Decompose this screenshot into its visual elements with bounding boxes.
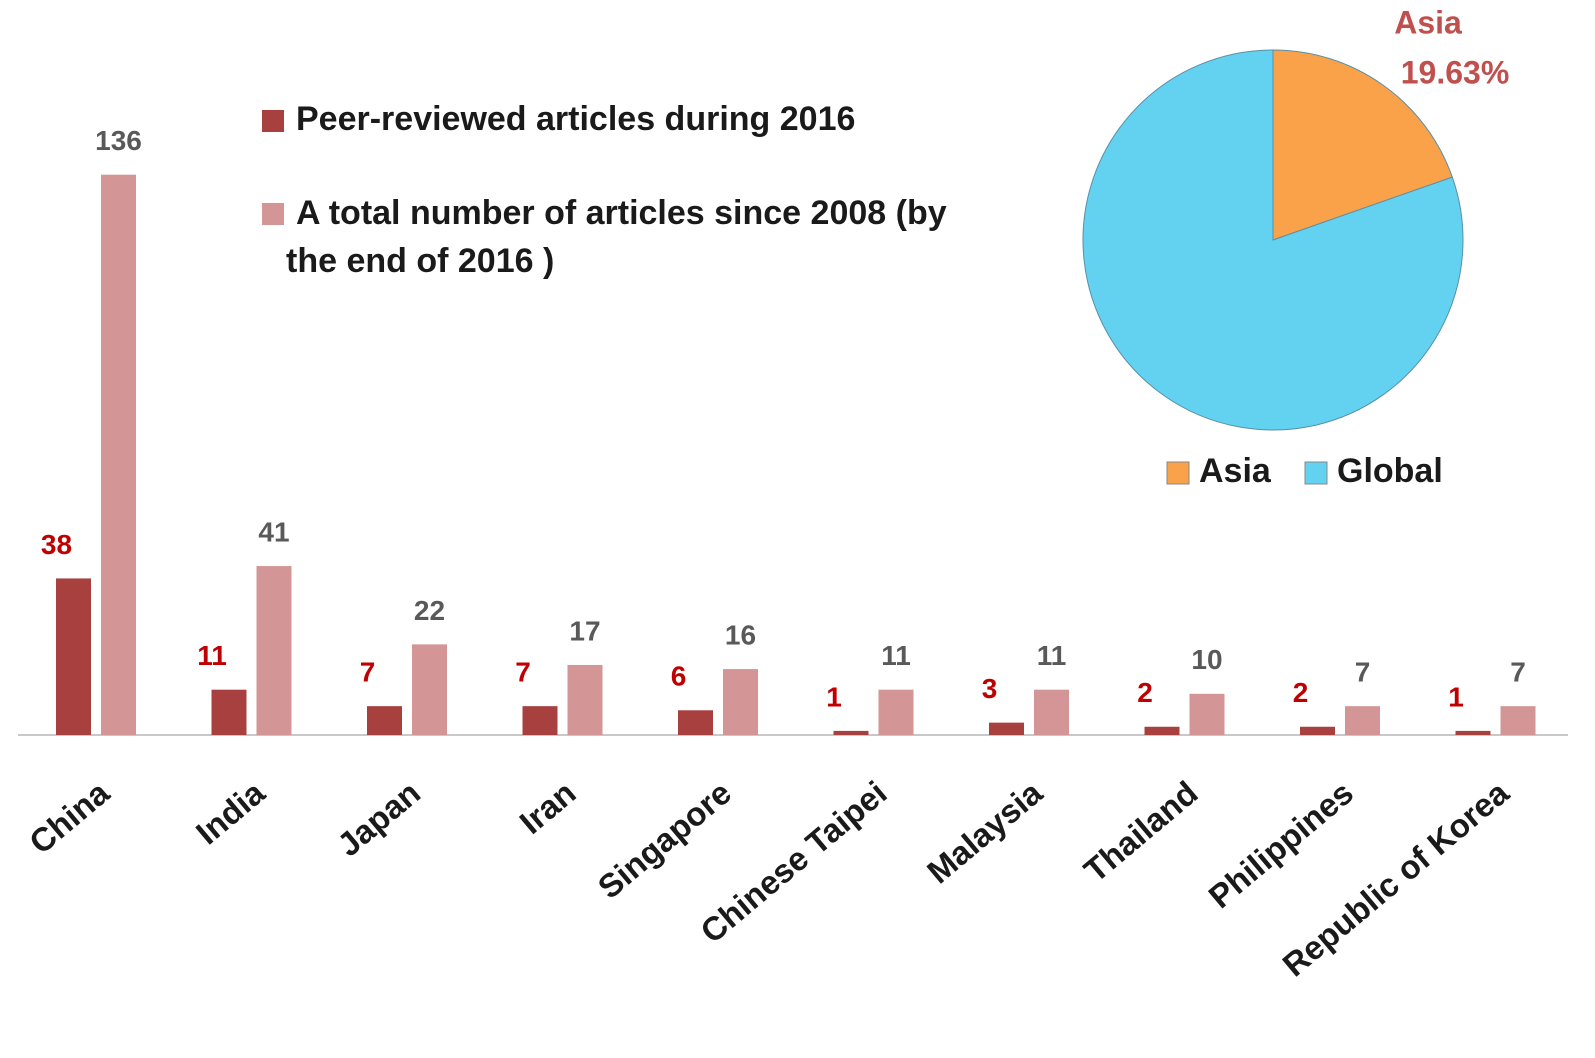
bar [101, 174, 136, 735]
legend-swatch [1166, 461, 1190, 485]
bar [412, 644, 447, 735]
bar [522, 706, 558, 735]
bar [989, 722, 1024, 735]
x-tick-label: Japan [330, 774, 427, 864]
bar [1189, 693, 1225, 735]
data-label: 17 [569, 615, 600, 646]
pie-label: Asia [1394, 4, 1462, 40]
bar [833, 730, 869, 735]
x-tick-label: Thailand [1077, 774, 1205, 890]
data-label: 11 [1037, 640, 1067, 671]
bar [56, 578, 91, 735]
data-label: 11 [881, 640, 911, 671]
legend-label: Global [1337, 452, 1443, 490]
legend-item: Peer-reviewed articles during 2016 [262, 100, 962, 139]
data-label: 7 [1510, 657, 1526, 688]
data-label: 11 [197, 640, 227, 671]
data-label: 2 [1137, 677, 1153, 708]
legend-label: Peer-reviewed articles during 2016 [296, 100, 856, 138]
legend-item: A total number of articles since 2008 (b… [262, 193, 952, 285]
data-label: 7 [515, 657, 531, 688]
pie-slice [1082, 49, 1464, 431]
data-label: 2 [1293, 677, 1309, 708]
data-label: 1 [1448, 681, 1464, 712]
data-label: 136 [95, 125, 142, 156]
pie-value-label: 19.63% [1401, 54, 1510, 90]
data-label: 7 [1355, 657, 1371, 688]
data-label: 3 [982, 673, 998, 704]
x-tick-label: Malaysia [920, 773, 1050, 890]
legend-swatch [1304, 461, 1328, 485]
bar [1300, 726, 1335, 735]
legend-label: A total number of articles since 2008 (b… [286, 194, 947, 280]
x-tick-label: Iran [512, 774, 582, 841]
bar [1500, 706, 1536, 735]
data-label: 1 [826, 681, 842, 712]
x-tick-label: Philippines [1201, 774, 1360, 915]
legend-swatch [262, 110, 284, 132]
x-tick-label: Singapore [591, 774, 738, 906]
bar [1455, 730, 1491, 735]
data-label: 16 [725, 619, 756, 650]
data-label: 41 [258, 516, 289, 547]
bar [678, 710, 713, 735]
x-tick-label: China [22, 773, 117, 861]
data-label: 10 [1191, 644, 1222, 675]
data-label: 7 [360, 657, 376, 688]
bar [1345, 706, 1380, 735]
bar [211, 689, 247, 735]
bar [1034, 689, 1069, 735]
bar [367, 706, 402, 735]
bar [878, 689, 914, 735]
bar [723, 669, 758, 735]
data-label: 6 [671, 661, 687, 692]
legend-swatch [262, 203, 284, 225]
bar [256, 566, 292, 735]
bar [1144, 726, 1180, 735]
bar [567, 664, 603, 735]
data-label: 38 [41, 529, 72, 560]
x-tick-label: India [189, 773, 272, 851]
data-label: 22 [414, 595, 445, 626]
legend-label: Asia [1199, 452, 1272, 490]
